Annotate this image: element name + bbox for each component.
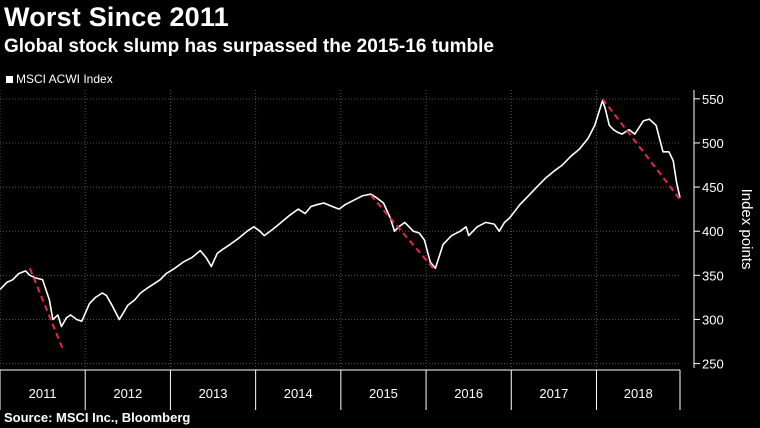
x-tick-label-2013: 2013 [199,386,228,401]
x-tick-label-2014: 2014 [284,386,313,401]
x-tick-label-2017: 2017 [539,386,568,401]
y-tick-label-350: 350 [702,268,724,283]
x-tick-label-2016: 2016 [454,386,483,401]
series-layer [0,99,681,328]
trend-line-2 [601,98,681,201]
y-axis: 250 300 350 400 450 500 550 Index points [693,90,755,372]
chart-title: Worst Since 2011 [4,2,229,32]
y-tick-label-250: 250 [702,357,724,372]
y-axis-title: Index points [738,189,755,270]
grid-lines [0,90,680,368]
trend-line-0 [28,267,64,349]
y-tick-label-500: 500 [702,136,724,151]
trend-line-1 [369,194,437,272]
x-axis: 2011 2012 2013 2014 2015 2016 2017 2018 [29,386,653,401]
legend-swatch [6,75,13,83]
trend-lines [28,98,681,349]
x-axis-band [0,369,681,410]
x-tick-label-2011: 2011 [29,386,57,401]
y-tick-label-450: 450 [702,180,724,195]
chart-subtitle: Global stock slump has surpassed the 201… [4,36,494,57]
source-note: Source: MSCI Inc., Bloomberg [4,410,191,425]
y-tick-label-300: 300 [702,312,724,327]
series-line-0 [0,99,681,328]
x-tick-label-2018: 2018 [624,386,653,401]
y-tick-label-550: 550 [702,92,724,107]
y-tick-label-400: 400 [702,224,724,239]
x-tick-label-2012: 2012 [113,386,142,401]
x-tick-label-2015: 2015 [369,386,398,401]
legend-label: MSCI ACWI Index [16,72,113,86]
chart-legend: MSCI ACWI Index [6,72,113,86]
